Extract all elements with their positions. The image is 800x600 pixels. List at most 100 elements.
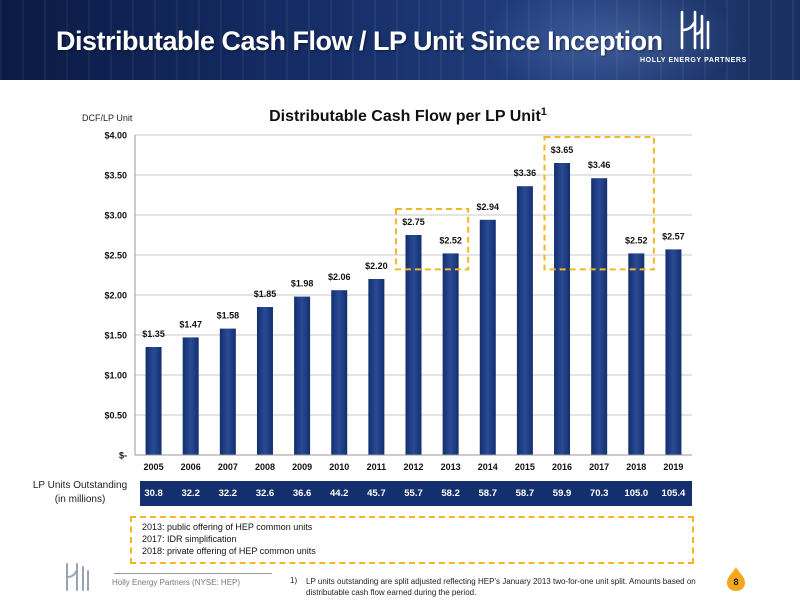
bar-2005 xyxy=(145,347,162,455)
units-label-line-2: (in millions) xyxy=(54,494,106,505)
value-label-2015: $3.36 xyxy=(514,168,537,178)
bar-2019 xyxy=(665,249,682,455)
value-label-2010: $2.06 xyxy=(328,272,351,282)
chart-title: Distributable Cash Flow per LP Unit1 xyxy=(269,106,547,125)
units-value-2019: 105.4 xyxy=(661,488,686,499)
header-background-glow xyxy=(480,0,740,80)
x-tick-label-2011: 2011 xyxy=(367,462,387,472)
units-outstanding-row: 30.8 32.2 32.2 32.6 36.6 44.2 45.7 55.7 58.2 58.7… xyxy=(140,481,692,506)
bar-2006 xyxy=(182,337,199,455)
x-tick-label-2012: 2012 xyxy=(403,462,423,472)
x-tick-label-2016: 2016 xyxy=(552,462,572,472)
flame-badge-icon xyxy=(727,567,745,591)
value-label-2011: $2.20 xyxy=(365,261,388,271)
value-label-2012: $2.75 xyxy=(402,217,425,227)
bar-2016 xyxy=(554,163,571,455)
value-label-2007: $1.58 xyxy=(217,311,240,321)
footnote-number: 1) xyxy=(290,576,298,585)
units-value-2005: 30.8 xyxy=(144,488,163,499)
value-label-2013: $2.52 xyxy=(439,235,462,245)
y-tick-label: $1.00 xyxy=(104,371,127,381)
highlight-layer xyxy=(394,136,655,271)
y-tick-label: $0.50 xyxy=(104,411,127,421)
dcf-bar-chart: Distributable Cash Flow per LP Unit1 DCF… xyxy=(82,106,692,472)
bar-2009 xyxy=(294,296,311,455)
footnote-text: LP units outstanding are split adjusted … xyxy=(306,577,696,597)
units-value-2006: 32.2 xyxy=(181,488,200,499)
units-value-2011: 45.7 xyxy=(367,488,386,499)
bar-2007 xyxy=(219,328,236,455)
bar-2017 xyxy=(591,178,608,455)
value-label-2006: $1.47 xyxy=(179,319,202,329)
highlight-box-2 xyxy=(543,136,655,271)
x-tick-label-2013: 2013 xyxy=(441,462,461,472)
footer-company: Holly Energy Partners (NYSE: HEP) xyxy=(112,578,241,587)
x-tick-label-2007: 2007 xyxy=(218,462,238,472)
footer-divider xyxy=(114,573,272,574)
highlight-box-1 xyxy=(394,208,470,271)
x-tick-label-2019: 2019 xyxy=(663,462,683,472)
y-tick-label: $2.00 xyxy=(104,291,127,301)
units-label-line-1: LP Units Outstanding xyxy=(32,480,128,491)
x-tick-label-2008: 2008 xyxy=(255,462,275,472)
x-tick-label-2005: 2005 xyxy=(144,462,164,472)
x-tick-label-2010: 2010 xyxy=(329,462,349,472)
value-label-layer: $1.35 $1.47 $1.58 $1.85 $1.98 $2.06 $2.20 $2.75… xyxy=(142,145,684,339)
bar-2008 xyxy=(256,307,273,455)
x-tick-label-2009: 2009 xyxy=(292,462,312,472)
units-value-2010: 44.2 xyxy=(329,488,349,499)
units-outstanding-label: LP Units Outstanding (in millions) xyxy=(20,479,140,507)
x-tick-label-2015: 2015 xyxy=(515,462,535,472)
note-2013: 2013: public offering of HEP common unit… xyxy=(142,522,313,532)
units-value-2018: 105.0 xyxy=(624,488,649,499)
bar-2018 xyxy=(628,253,645,455)
value-label-2005: $1.35 xyxy=(142,329,165,339)
notes-box: 2013: public offering of HEP common unit… xyxy=(130,516,694,564)
value-label-2019: $2.57 xyxy=(662,231,685,241)
value-label-2018: $2.52 xyxy=(625,235,648,245)
bar-2015 xyxy=(516,186,533,455)
holly-energy-partners-logo-icon xyxy=(680,10,710,50)
units-value-2009: 36.6 xyxy=(292,488,312,499)
bar-2013 xyxy=(442,253,459,455)
value-label-2016: $3.65 xyxy=(551,145,574,155)
header-banner: Distributable Cash Flow / LP Unit Since … xyxy=(0,0,800,80)
bar-2014 xyxy=(479,219,496,455)
bar-layer xyxy=(145,163,682,455)
units-value-2014: 58.7 xyxy=(478,488,498,499)
y-tick-label: $3.00 xyxy=(104,211,127,221)
bar-2011 xyxy=(368,279,385,455)
units-value-2016: 59.9 xyxy=(552,488,572,499)
x-tick-label-2018: 2018 xyxy=(626,462,646,472)
note-2018: 2018: private offering of HEP common uni… xyxy=(142,546,316,556)
y-tick-label: $2.50 xyxy=(104,251,127,261)
y-tick-label: $4.00 xyxy=(104,131,127,141)
x-tick-layer: 2005 2006 2007 2008 2009 2010 2011 2012 2013 2014… xyxy=(144,462,684,472)
company-name: HOLLY ENERGY PARTNERS xyxy=(640,57,747,64)
y-tick-label: $- xyxy=(119,451,127,461)
bar-2012 xyxy=(405,235,422,455)
x-tick-label-2014: 2014 xyxy=(478,462,498,472)
note-2017: 2017: IDR simplification xyxy=(142,534,237,544)
units-value-2007: 32.2 xyxy=(218,488,238,499)
footer-logo-icon xyxy=(66,563,89,591)
units-value-2015: 58.7 xyxy=(515,488,535,499)
y-tick-label: $3.50 xyxy=(104,171,127,181)
value-label-2008: $1.85 xyxy=(254,289,277,299)
chart-title-superscript: 1 xyxy=(541,106,547,118)
x-tick-label-2006: 2006 xyxy=(181,462,201,472)
x-tick-label-2017: 2017 xyxy=(589,462,609,472)
value-label-2014: $2.94 xyxy=(477,202,500,212)
page-title: Distributable Cash Flow / LP Unit Since … xyxy=(56,26,663,56)
page-number: 8 xyxy=(733,577,739,587)
header-background-pattern xyxy=(0,0,800,80)
units-value-2008: 32.6 xyxy=(255,488,275,499)
bar-2010 xyxy=(331,290,348,455)
y-tick-label: $1.50 xyxy=(104,331,127,341)
units-value-2013: 58.2 xyxy=(441,488,460,499)
y-axis-label: DCF/LP Unit xyxy=(82,113,133,123)
y-tick-layer: $- $0.50 $1.00 $1.50 $2.00 $2.50 $3.00 $3.50 $4.… xyxy=(104,131,127,461)
units-value-2017: 70.3 xyxy=(589,488,609,499)
chart-title-text: Distributable Cash Flow per LP Unit xyxy=(269,108,541,125)
units-value-2012: 55.7 xyxy=(404,488,423,499)
